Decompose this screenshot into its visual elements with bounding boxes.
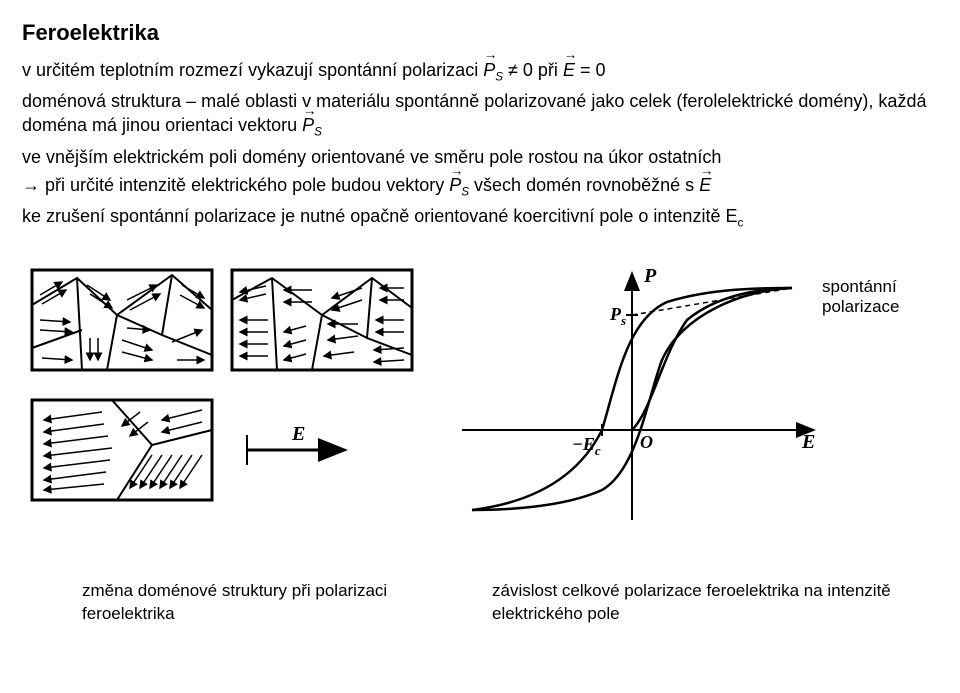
- domain-e-label: E: [291, 423, 305, 445]
- vector-e: E: [563, 58, 575, 82]
- vec-ps-letter-3: P: [449, 175, 461, 195]
- p1-text-a: v určitém teplotním rozmezí vykazují spo…: [22, 60, 483, 80]
- vec-ps-letter: P: [483, 60, 495, 80]
- spont-label-2: polarizace: [822, 297, 900, 316]
- vec-e-letter: E: [563, 60, 575, 80]
- vec-ps-sub-2: S: [314, 126, 322, 139]
- paragraph-1: v určitém teplotním rozmezí vykazují spo…: [22, 58, 938, 85]
- domains-svg: E: [22, 260, 422, 510]
- spont-label-1: spontánní: [822, 277, 897, 296]
- figure-domains: E: [22, 260, 422, 510]
- p4-text-a: → při určité intenzitě elektrického pole…: [22, 175, 449, 195]
- p5-text: ke zrušení spontánní polarizace je nutné…: [22, 206, 737, 226]
- origin-label: O: [640, 432, 653, 452]
- vec-e-letter-2: E: [699, 175, 711, 195]
- vector-ps-3: PS: [449, 173, 469, 200]
- figure-hysteresis: P Ps −Ec O E spontánní polarizace: [452, 260, 912, 530]
- paragraph-3: ve vnějším elektrickém poli domény orien…: [22, 145, 938, 169]
- page-title: Feroelektrika: [22, 18, 938, 48]
- caption-row: změna doménové struktury při polarizaci …: [22, 580, 938, 626]
- p5-sub: c: [737, 217, 743, 230]
- paragraph-4: → při určité intenzitě elektrického pole…: [22, 173, 938, 200]
- vec-ps-letter-2: P: [302, 115, 314, 135]
- paragraph-5: ke zrušení spontánní polarizace je nutné…: [22, 204, 938, 231]
- axis-e-label: E: [801, 431, 815, 453]
- hysteresis-svg: P Ps −Ec O E spontánní polarizace: [452, 260, 912, 530]
- axis-p-label: P: [643, 265, 657, 287]
- figure-row: E P Ps: [22, 260, 938, 530]
- p1-text-c: = 0: [580, 60, 606, 80]
- ps-label: Ps: [609, 304, 626, 328]
- vector-e-2: E: [699, 173, 711, 197]
- paragraph-2: doménová struktura – malé oblasti v mate…: [22, 89, 938, 141]
- vec-ps-sub-3: S: [461, 186, 469, 199]
- p1-text-b: ≠ 0 při: [508, 60, 563, 80]
- vector-ps-2: PS: [302, 113, 322, 140]
- caption-2: závislost celkové polarizace feroelektri…: [492, 580, 912, 626]
- p4-text-b: všech domén rovnoběžné s: [474, 175, 699, 195]
- vec-ps-sub: S: [495, 70, 503, 83]
- caption-1: změna doménové struktury při polarizaci …: [82, 580, 452, 626]
- vector-ps: PS: [483, 58, 503, 85]
- p2-text: doménová struktura – malé oblasti v mate…: [22, 91, 926, 135]
